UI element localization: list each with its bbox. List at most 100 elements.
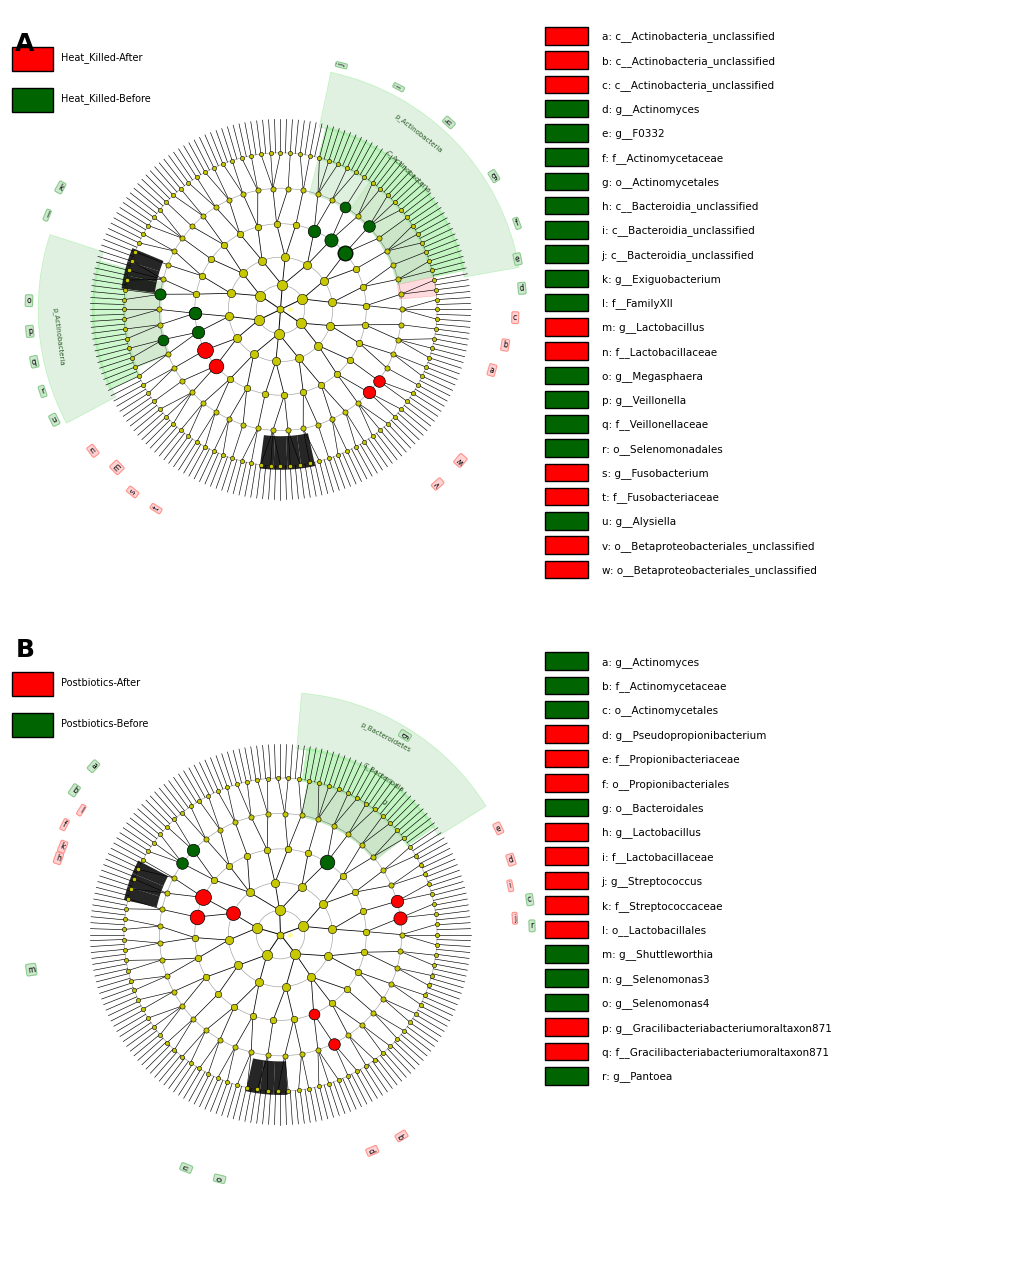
Point	[293, 1043, 310, 1063]
Point	[330, 154, 346, 174]
Point	[272, 925, 288, 945]
Point	[155, 330, 171, 350]
Point	[220, 930, 236, 950]
Point	[191, 1058, 207, 1079]
Point	[337, 402, 354, 422]
Point	[426, 955, 442, 975]
Point	[185, 840, 202, 860]
FancyBboxPatch shape	[545, 100, 587, 117]
Point	[306, 1004, 322, 1024]
Point	[310, 1039, 326, 1060]
Text: A: A	[15, 32, 35, 56]
Point	[166, 357, 182, 378]
Point	[410, 224, 426, 244]
Point	[378, 357, 394, 378]
Point	[364, 426, 380, 446]
Point	[314, 894, 330, 914]
Point	[281, 299, 298, 320]
Point	[424, 338, 440, 359]
Point	[135, 999, 151, 1019]
Text: b: b	[501, 340, 507, 350]
Point	[281, 925, 298, 945]
Point	[322, 230, 338, 250]
Point	[294, 418, 311, 438]
Point	[374, 806, 390, 826]
Point	[183, 383, 200, 403]
Point	[195, 888, 211, 908]
Point	[401, 1013, 418, 1033]
Point	[238, 378, 255, 398]
Point	[427, 945, 443, 965]
Point	[366, 799, 382, 820]
Point	[206, 441, 222, 461]
Point	[257, 384, 273, 404]
FancyBboxPatch shape	[545, 366, 587, 384]
Text: i: f__Lactobacillaceae: i: f__Lactobacillaceae	[601, 853, 712, 863]
Point	[370, 370, 386, 390]
Text: e: e	[494, 823, 502, 834]
Point	[174, 995, 191, 1015]
Point	[310, 336, 326, 356]
Point	[337, 197, 354, 217]
Point	[428, 914, 444, 935]
Point	[427, 320, 443, 340]
Point	[130, 232, 147, 253]
Point	[146, 392, 162, 412]
Point	[420, 975, 436, 995]
Point	[328, 364, 344, 384]
Point	[311, 451, 327, 471]
Point	[280, 1081, 297, 1101]
Point	[384, 255, 400, 275]
Point	[336, 242, 353, 263]
Text: h: g__Lactobacillus: h: g__Lactobacillus	[601, 827, 700, 839]
Text: a: a	[89, 762, 98, 772]
Point	[361, 383, 377, 403]
Point	[324, 292, 340, 312]
Point	[392, 399, 409, 419]
Point	[233, 451, 250, 471]
Point	[389, 1028, 406, 1048]
Point	[135, 224, 151, 244]
Point	[370, 370, 386, 390]
Point	[195, 206, 211, 226]
FancyBboxPatch shape	[545, 847, 587, 865]
Point	[424, 260, 440, 280]
Point	[155, 269, 171, 289]
Point	[159, 1032, 175, 1052]
Point	[339, 1066, 356, 1086]
Wedge shape	[259, 1061, 275, 1095]
Bar	[12, 672, 53, 696]
Point	[420, 874, 436, 894]
Point	[126, 869, 143, 889]
Point	[208, 356, 224, 376]
Point	[268, 213, 284, 234]
Point	[262, 143, 278, 163]
Point	[280, 768, 297, 788]
Point	[356, 167, 372, 187]
FancyBboxPatch shape	[545, 1067, 587, 1085]
Text: k: k	[59, 841, 66, 851]
Point	[339, 783, 356, 803]
Text: f: f	[514, 218, 520, 229]
Point	[152, 284, 168, 304]
Point	[269, 1081, 285, 1101]
Point	[310, 184, 326, 205]
Point	[313, 375, 329, 395]
Text: h: h	[443, 117, 453, 128]
Point	[221, 856, 237, 877]
Point	[423, 884, 439, 904]
Point	[410, 375, 426, 395]
Point	[174, 854, 191, 874]
Point	[379, 186, 395, 206]
Point	[189, 907, 205, 927]
Text: a: c__Actinobacteria_unclassified: a: c__Actinobacteria_unclassified	[601, 32, 773, 43]
FancyBboxPatch shape	[545, 537, 587, 553]
Point	[210, 984, 226, 1004]
Point	[290, 1080, 307, 1100]
Text: g: g	[489, 171, 498, 181]
Point	[339, 823, 356, 844]
Point	[151, 933, 167, 954]
Text: k: f__Streptococcaceae: k: f__Streptococcaceae	[601, 901, 721, 912]
Point	[417, 864, 433, 884]
Point	[418, 241, 434, 261]
